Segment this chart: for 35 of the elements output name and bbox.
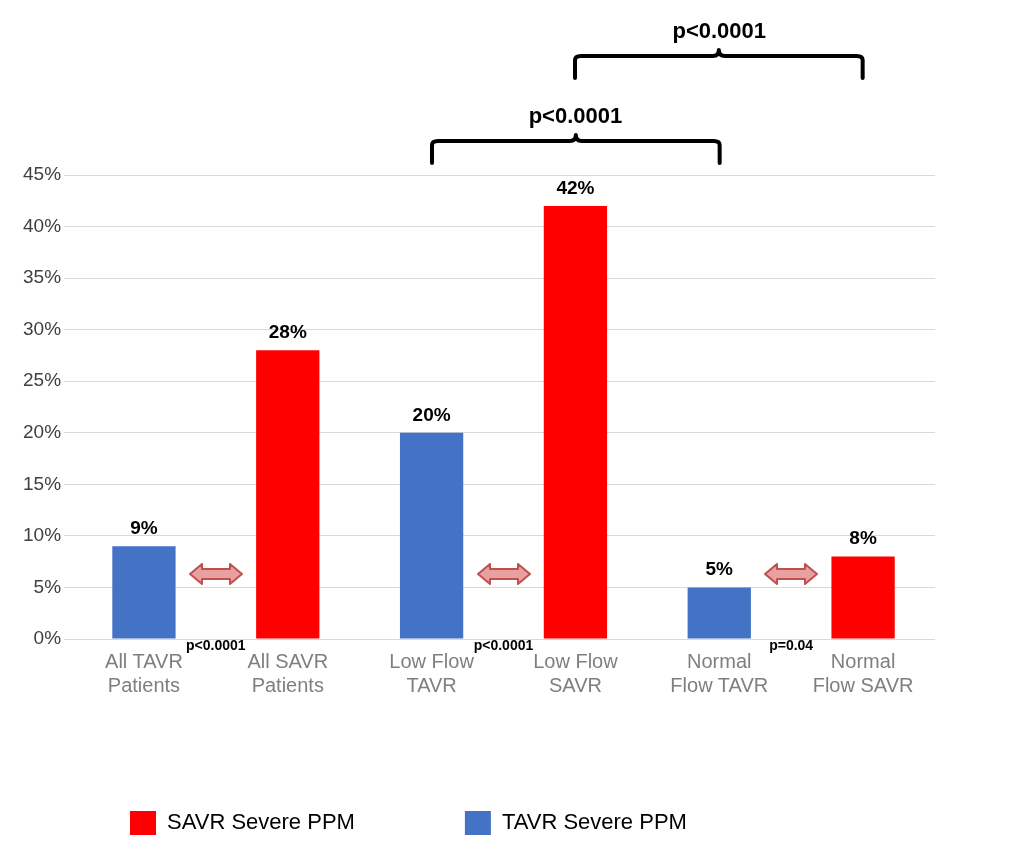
legend-label: TAVR Severe PPM [501,809,687,835]
annotation: p=0.04 [769,637,814,653]
data-label: 9% [130,516,158,538]
y-tick-label: 15% [23,472,62,494]
data-label: 20% [412,403,451,425]
text: p<0.0001 [672,18,767,44]
x-tick-label: Low Flow TAVR [389,649,475,696]
bar [543,205,608,639]
y-tick-label: 20% [23,421,62,443]
y-tick-label: 0% [33,627,62,649]
y-tick-label: 25% [23,369,62,391]
annotation: p<0.0001 [473,637,534,653]
text: p<0.0001 [528,103,623,129]
x-tick-label: Normal Flow TAVR [670,649,769,696]
data-label: 8% [849,527,877,549]
y-tick-label: 45% [23,163,62,185]
x-tick-label: Low Flow SAVR [533,649,619,696]
bar [112,546,176,639]
y-tick-label: 10% [23,524,62,546]
legend-label: SAVR Severe PPM [167,809,355,835]
data-label: 5% [705,558,734,580]
data-label: 28% [268,321,307,343]
annotation: p<0.0001 [186,637,246,653]
data-label: 42% [556,176,595,198]
x-tick-label: Normal Flow SAVR [812,649,914,696]
x-tick-label: All TAVR Patients [105,649,183,696]
y-tick-label: 40% [23,214,62,236]
y-tick-label: 5% [33,575,62,597]
bar [831,556,895,639]
y-tick-label: 30% [23,317,62,339]
bar [687,587,751,639]
bar [399,432,464,639]
bar [256,350,320,639]
y-tick-label: 35% [23,266,62,288]
x-tick-label: All SAVR Patients [247,649,329,696]
